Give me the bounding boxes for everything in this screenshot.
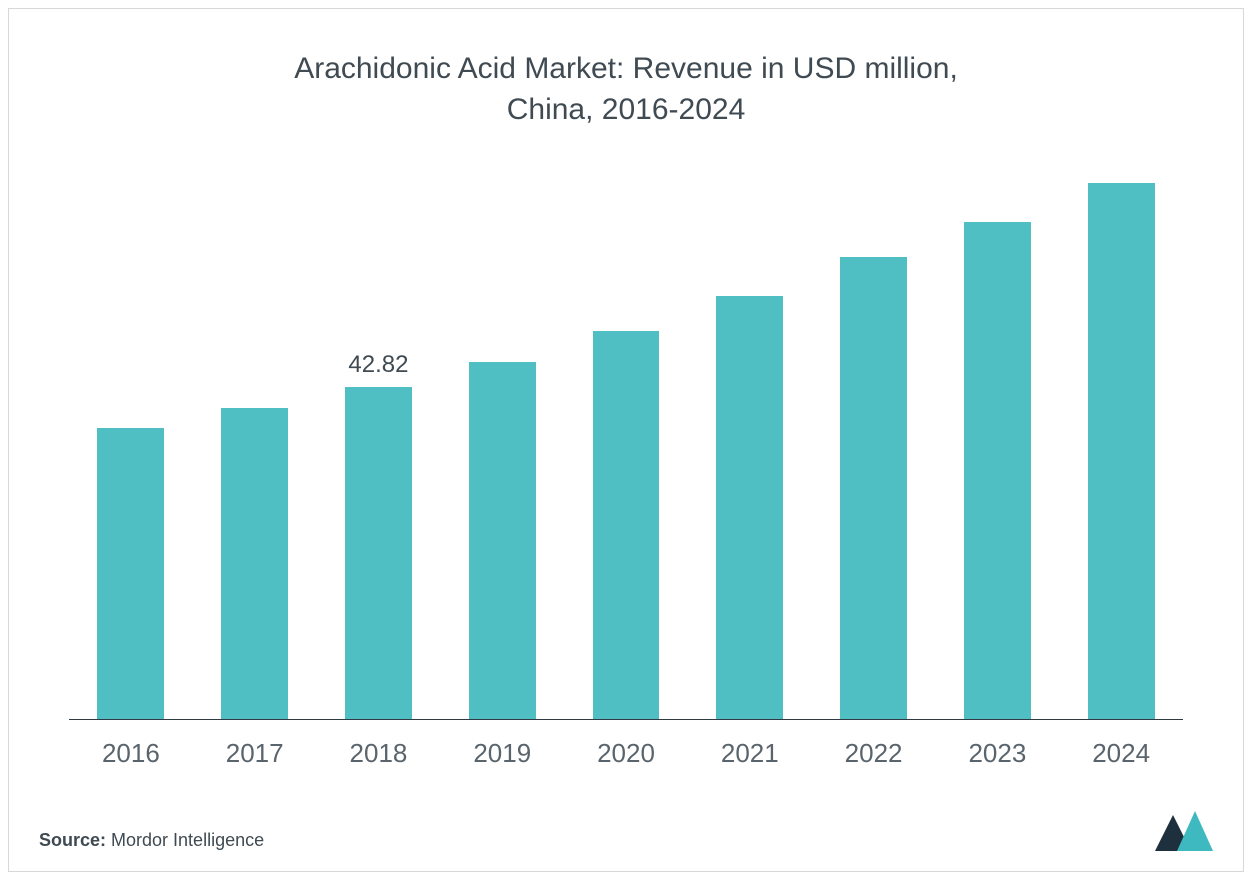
chart-title-line2: China, 2016-2024 xyxy=(49,90,1203,131)
chart-card: Arachidonic Acid Market: Revenue in USD … xyxy=(8,8,1244,872)
bar-slot xyxy=(440,160,564,719)
bar-slot xyxy=(69,160,193,719)
bar xyxy=(840,257,907,719)
bar-slot xyxy=(688,160,812,719)
bars-row: 42.82 xyxy=(69,160,1183,720)
x-axis-label: 2022 xyxy=(812,738,936,769)
bar xyxy=(97,428,164,719)
x-axis-label: 2020 xyxy=(564,738,688,769)
x-axis-label: 2017 xyxy=(193,738,317,769)
bar-slot xyxy=(812,160,936,719)
bar-slot: 42.82 xyxy=(317,160,441,719)
source-text: Mordor Intelligence xyxy=(106,830,264,850)
source-line: Source: Mordor Intelligence xyxy=(39,830,264,851)
x-axis-label: 2018 xyxy=(317,738,441,769)
plot-area: 42.82 xyxy=(69,160,1183,720)
bar-value-label: 42.82 xyxy=(348,351,408,379)
bar-slot xyxy=(193,160,317,719)
bar xyxy=(345,387,412,719)
x-axis-labels: 201620172018201920202021202220232024 xyxy=(69,738,1183,769)
bar-slot xyxy=(935,160,1059,719)
x-axis-label: 2019 xyxy=(440,738,564,769)
bar xyxy=(1088,183,1155,719)
x-axis-label: 2023 xyxy=(935,738,1059,769)
chart-title-line1: Arachidonic Acid Market: Revenue in USD … xyxy=(49,49,1203,90)
bar xyxy=(221,408,288,719)
bar-slot xyxy=(564,160,688,719)
mordor-logo-icon xyxy=(1155,807,1213,851)
bar-slot xyxy=(1059,160,1183,719)
x-axis-label: 2024 xyxy=(1059,738,1183,769)
x-axis-label: 2016 xyxy=(69,738,193,769)
chart-footer: Source: Mordor Intelligence xyxy=(39,807,1213,851)
bar xyxy=(469,362,536,719)
bar xyxy=(964,222,1031,719)
bar xyxy=(593,331,660,719)
x-axis-label: 2021 xyxy=(688,738,812,769)
chart-title: Arachidonic Acid Market: Revenue in USD … xyxy=(9,9,1243,140)
source-label: Source: xyxy=(39,830,106,850)
bar xyxy=(716,296,783,719)
